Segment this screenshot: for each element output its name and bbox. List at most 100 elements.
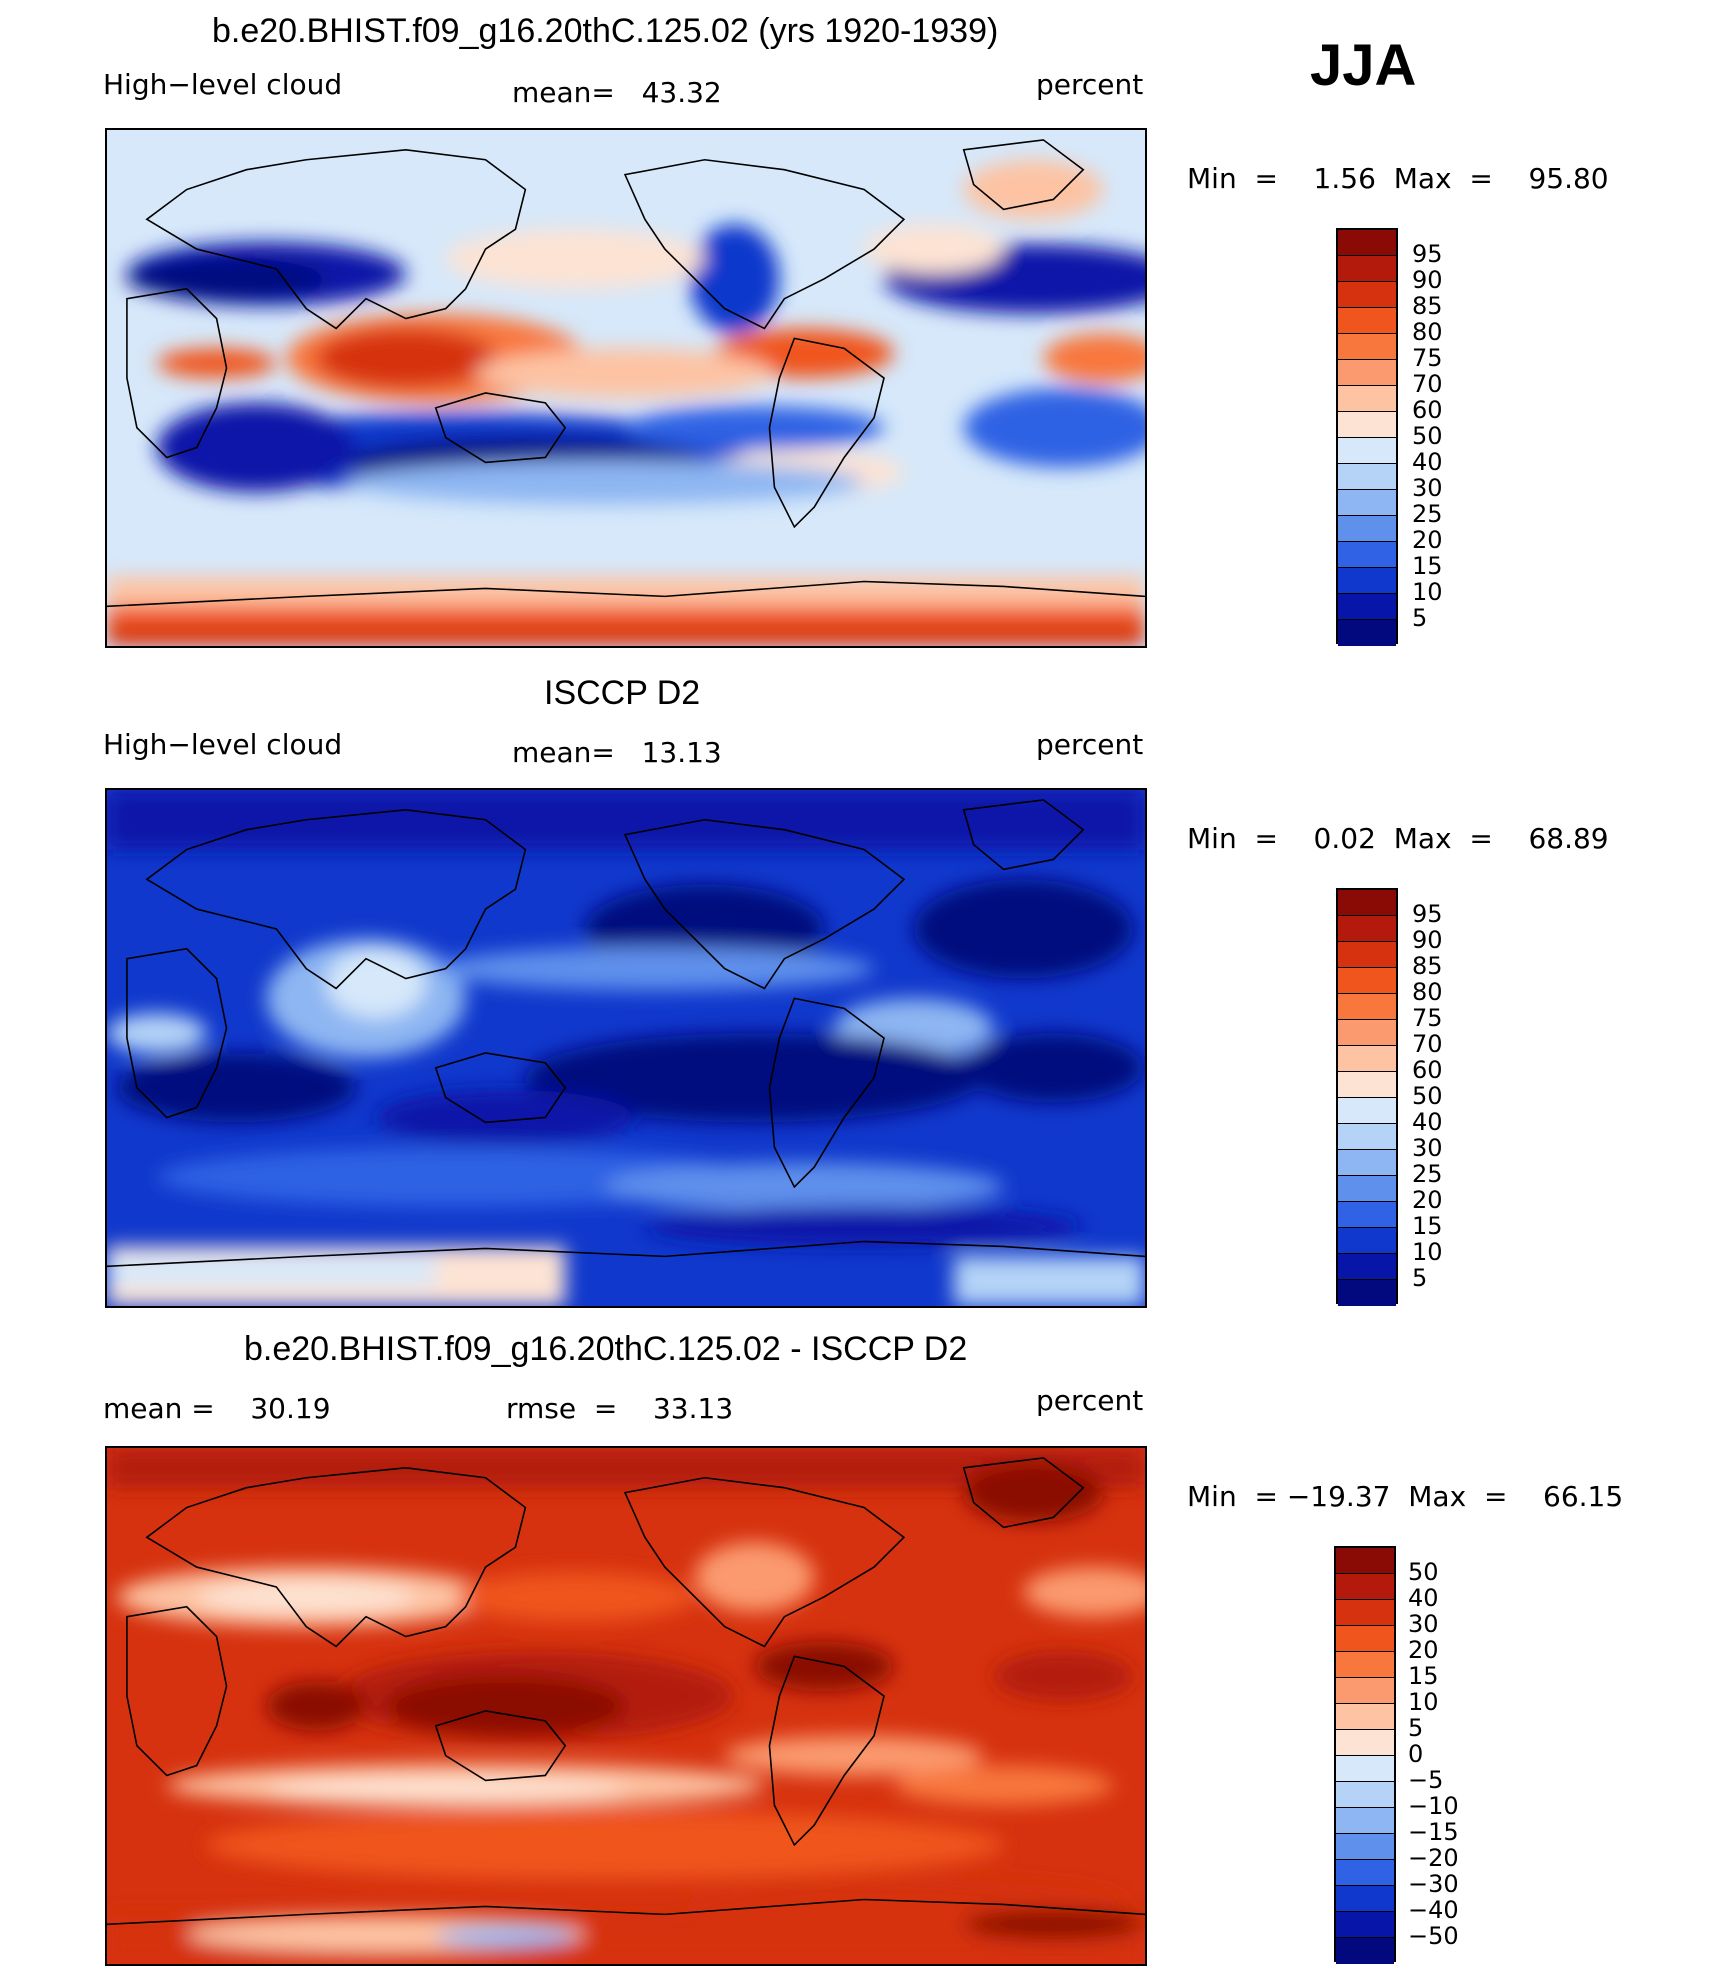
colorbar-segment xyxy=(1336,1548,1394,1574)
colorbar-segment xyxy=(1336,1678,1394,1704)
season-label: JJA xyxy=(1310,33,1417,98)
colorbar-segment xyxy=(1336,1912,1394,1938)
colorbar-tick-label: 40 xyxy=(1412,448,1443,476)
colorbar-tick-label: −20 xyxy=(1408,1844,1459,1872)
colorbar-segment xyxy=(1336,1938,1394,1964)
colorbar-segment xyxy=(1338,360,1396,386)
panel1-colorbar xyxy=(1336,228,1398,646)
panel2-map xyxy=(105,788,1147,1308)
colorbar-segment xyxy=(1336,1626,1394,1652)
colorbar-tick-label: 90 xyxy=(1412,266,1443,294)
colorbar-tick-label: 30 xyxy=(1412,1134,1443,1162)
colorbar-tick-label: 5 xyxy=(1408,1714,1424,1742)
colorbar-tick-label: 95 xyxy=(1412,900,1443,928)
colorbar-segment xyxy=(1336,1808,1394,1834)
colorbar-segment xyxy=(1338,490,1396,516)
colorbar-segment xyxy=(1336,1730,1394,1756)
colorbar-segment xyxy=(1338,1280,1396,1306)
colorbar-tick-label: 70 xyxy=(1412,370,1443,398)
colorbar-tick-label: 10 xyxy=(1412,578,1443,606)
colorbar-segment xyxy=(1338,890,1396,916)
colorbar-tick-label: 60 xyxy=(1412,1056,1443,1084)
colorbar-tick-label: 30 xyxy=(1412,474,1443,502)
panel1-units-label: percent xyxy=(1036,68,1144,101)
panel3-minmax: Min = −19.37 Max = 66.15 xyxy=(1187,1480,1624,1513)
colorbar-segment xyxy=(1336,1834,1394,1860)
colorbar-segment xyxy=(1338,1046,1396,1072)
colorbar-segment xyxy=(1338,1072,1396,1098)
colorbar-segment xyxy=(1336,1652,1394,1678)
colorbar-segment xyxy=(1338,1098,1396,1124)
colorbar-segment xyxy=(1336,1600,1394,1626)
panel1-mean-label: mean= 43.32 xyxy=(512,76,722,109)
panel1-map xyxy=(105,128,1147,648)
colorbar-tick-label: 75 xyxy=(1412,1004,1443,1032)
colorbar-segment xyxy=(1336,1860,1394,1886)
colorbar-segment xyxy=(1338,1020,1396,1046)
colorbar-tick-label: 15 xyxy=(1412,552,1443,580)
colorbar-tick-label: 40 xyxy=(1408,1584,1439,1612)
colorbar-tick-label: 20 xyxy=(1408,1636,1439,1664)
colorbar-segment xyxy=(1338,438,1396,464)
colorbar-tick-label: 0 xyxy=(1408,1740,1424,1768)
panel3-rmse-label: rmse = 33.13 xyxy=(506,1392,734,1425)
colorbar-tick-label: −40 xyxy=(1408,1896,1459,1924)
colorbar-tick-label: 25 xyxy=(1412,500,1443,528)
colorbar-tick-label: −5 xyxy=(1408,1766,1444,1794)
colorbar-tick-label: 40 xyxy=(1412,1108,1443,1136)
colorbar-tick-label: 75 xyxy=(1412,344,1443,372)
colorbar-segment xyxy=(1338,594,1396,620)
colorbar-segment xyxy=(1336,1704,1394,1730)
colorbar-segment xyxy=(1338,516,1396,542)
colorbar-segment xyxy=(1338,1228,1396,1254)
colorbar-segment xyxy=(1338,1202,1396,1228)
colorbar-tick-label: −30 xyxy=(1408,1870,1459,1898)
colorbar-segment xyxy=(1338,412,1396,438)
colorbar-tick-label: 95 xyxy=(1412,240,1443,268)
colorbar-tick-label: −15 xyxy=(1408,1818,1459,1846)
colorbar-tick-label: 5 xyxy=(1412,1264,1428,1292)
colorbar-tick-label: 10 xyxy=(1408,1688,1439,1716)
colorbar-segment xyxy=(1338,568,1396,594)
panel1-variable-label: High−level cloud xyxy=(103,68,343,101)
panel2-mean-label: mean= 13.13 xyxy=(512,736,722,769)
panel2-variable-label: High−level cloud xyxy=(103,728,343,761)
panel1-title: b.e20.BHIST.f09_g16.20thC.125.02 (yrs 19… xyxy=(212,12,999,50)
panel2-title: ISCCP D2 xyxy=(544,674,701,712)
colorbar-tick-label: 80 xyxy=(1412,318,1443,346)
panel3-units-label: percent xyxy=(1036,1384,1144,1417)
colorbar-segment xyxy=(1338,1150,1396,1176)
colorbar-tick-label: 60 xyxy=(1412,396,1443,424)
colorbar-segment xyxy=(1336,1886,1394,1912)
colorbar-segment xyxy=(1338,620,1396,646)
colorbar-segment xyxy=(1338,994,1396,1020)
colorbar-tick-label: 80 xyxy=(1412,978,1443,1006)
colorbar-tick-label: 85 xyxy=(1412,952,1443,980)
colorbar-segment xyxy=(1336,1574,1394,1600)
colorbar-tick-label: 5 xyxy=(1412,604,1428,632)
colorbar-tick-label: 90 xyxy=(1412,926,1443,954)
colorbar-tick-label: 20 xyxy=(1412,1186,1443,1214)
colorbar-segment xyxy=(1338,1124,1396,1150)
colorbar-segment xyxy=(1338,916,1396,942)
colorbar-tick-label: 30 xyxy=(1408,1610,1439,1638)
colorbar-tick-label: 20 xyxy=(1412,526,1443,554)
colorbar-tick-label: 85 xyxy=(1412,292,1443,320)
colorbar-segment xyxy=(1336,1756,1394,1782)
colorbar-segment xyxy=(1338,282,1396,308)
colorbar-segment xyxy=(1336,1782,1394,1808)
colorbar-segment xyxy=(1338,256,1396,282)
colorbar-segment xyxy=(1338,386,1396,412)
colorbar-segment xyxy=(1338,308,1396,334)
colorbar-tick-label: 10 xyxy=(1412,1238,1443,1266)
panel3-map xyxy=(105,1446,1147,1966)
colorbar-segment xyxy=(1338,334,1396,360)
colorbar-segment xyxy=(1338,230,1396,256)
colorbar-tick-label: −10 xyxy=(1408,1792,1459,1820)
panel2-colorbar xyxy=(1336,888,1398,1306)
colorbar-tick-label: 25 xyxy=(1412,1160,1443,1188)
colorbar-tick-label: −50 xyxy=(1408,1922,1459,1950)
colorbar-segment xyxy=(1338,464,1396,490)
colorbar-segment xyxy=(1338,542,1396,568)
colorbar-tick-label: 50 xyxy=(1412,422,1443,450)
